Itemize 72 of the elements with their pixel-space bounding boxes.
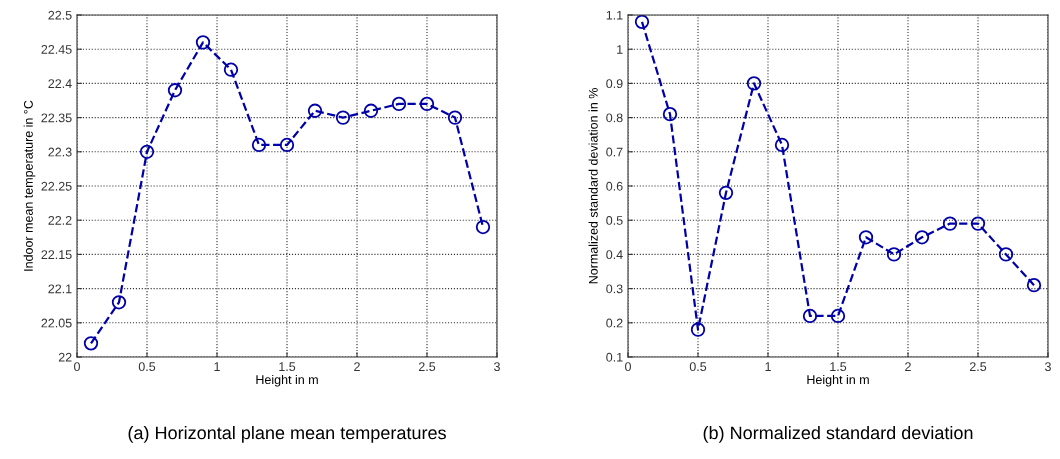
y-tick-label: 0.5 [606,216,623,225]
x-tick-label: 1.5 [830,362,847,372]
point [942,216,958,231]
point [279,137,295,153]
point [335,110,351,125]
point [718,185,734,200]
point [774,137,790,153]
point [746,76,762,91]
y-tick-label: 22.35 [41,113,72,123]
x-tick-label: 2.5 [969,362,987,372]
point [998,247,1014,262]
point [830,308,846,324]
y-tick-label: 22.45 [41,45,72,54]
x-axis-title: Height in m [256,374,318,387]
x-tick-label: 1 [214,362,220,371]
x-tick-label: 2 [354,362,360,371]
point [223,62,239,77]
point [690,322,706,337]
x-tick-label: 0.5 [138,362,156,372]
x-tick-label: 0.5 [689,362,707,372]
y-tick-label: 22.05 [41,318,72,328]
y-axis-title: Indoor mean temperature in °C [23,100,36,271]
point [391,96,407,112]
x-tick-label: 1.5 [279,362,296,372]
y-tick-label: 22.15 [41,250,72,260]
y-tick-label: 0.6 [606,181,623,191]
point [111,295,127,310]
x-tick-label: 3 [1045,362,1051,372]
text: (b) Normalized standard deviation [703,426,973,443]
point [195,35,211,50]
point [251,137,267,153]
y-tick-label: 0.9 [606,79,623,89]
point [307,103,323,118]
point [447,110,463,125]
point [1026,278,1042,293]
y-tick-label: 22.1 [48,284,72,294]
point [914,230,930,245]
y-tick-label: 22.2 [48,216,72,225]
text: (a) Horizontal plane mean temperatures [128,426,446,443]
point [475,219,491,235]
x-axis-title: Height in m [807,374,869,387]
y-tick-label: 0.8 [606,113,623,123]
point [139,144,155,159]
point [858,230,874,245]
x-tick-label: 3 [494,362,500,372]
x-tick-label: 0 [74,362,80,372]
x-tick-label: 0 [625,362,631,372]
point [634,15,650,29]
y-tick-label: 0.2 [606,318,623,328]
y-tick-label: 1 [617,45,623,54]
point [662,107,678,122]
x-tick-label: 2.5 [418,362,436,372]
y-tick-label: 22.4 [48,79,72,88]
y-tick-label: 1.1 [606,10,623,20]
y-tick-label: 0.1 [606,352,623,362]
y-tick-label: 0.4 [606,250,623,260]
point [419,96,435,112]
point [363,103,379,118]
point [970,216,986,231]
point [886,247,902,262]
point [802,308,818,324]
x-tick-label: 2 [905,362,911,371]
point [167,83,183,98]
y-tick-label: 22.3 [48,147,72,157]
y-tick-label: 0.3 [606,284,623,294]
y-tick-label: 22 [58,352,72,362]
y-axis-title: Normalized standard deviation in % [588,88,598,284]
point [83,336,99,351]
y-tick-label: 22.25 [41,181,72,191]
y-tick-label: 0.7 [606,147,623,157]
x-tick-label: 1 [765,362,771,371]
y-tick-label: 22.5 [48,10,72,20]
